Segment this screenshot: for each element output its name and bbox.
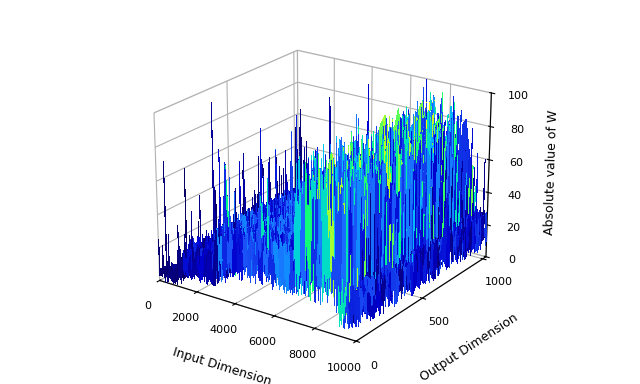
X-axis label: Input Dimension: Input Dimension: [171, 346, 273, 384]
Y-axis label: Output Dimension: Output Dimension: [418, 311, 520, 384]
